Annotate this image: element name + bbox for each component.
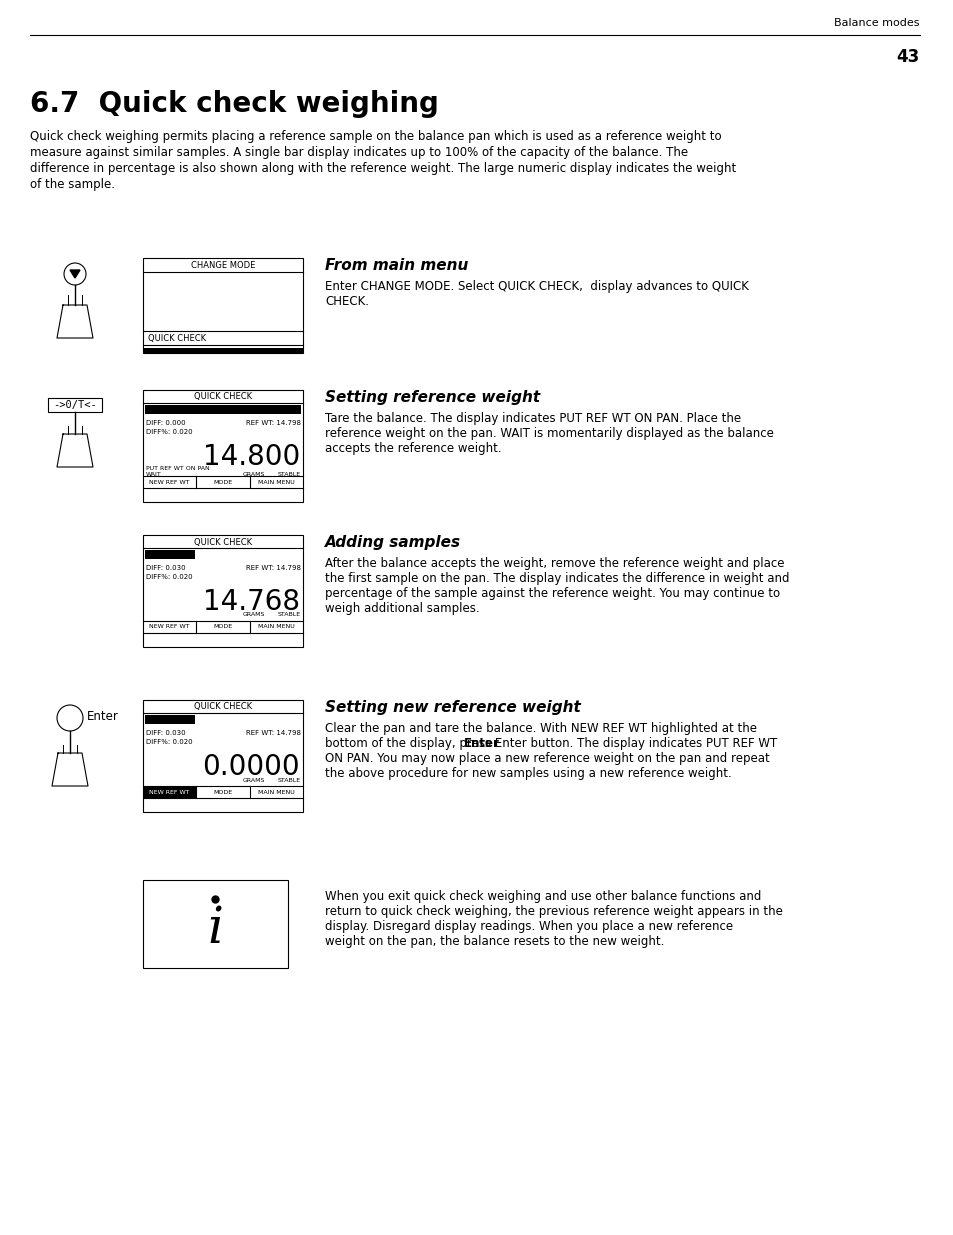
Text: STABLE: STABLE	[277, 778, 301, 783]
Text: of the sample.: of the sample.	[30, 178, 115, 191]
Text: i: i	[208, 904, 223, 953]
Bar	[143, 348, 303, 353]
Text: DIFF: 0.030: DIFF: 0.030	[146, 730, 186, 736]
Text: STABLE: STABLE	[277, 613, 301, 618]
Text: REF WT: 14.798: REF WT: 14.798	[246, 420, 301, 426]
Text: reference weight on the pan. WAIT is momentarily displayed as the balance: reference weight on the pan. WAIT is mom…	[325, 427, 773, 440]
Text: CHANGE MODE: CHANGE MODE	[191, 261, 254, 269]
Text: Quick check weighing permits placing a reference sample on the balance pan which: Quick check weighing permits placing a r…	[30, 130, 720, 143]
Text: weight on the pan, the balance resets to the new weight.: weight on the pan, the balance resets to…	[325, 935, 663, 948]
Text: GRAMS: GRAMS	[242, 473, 264, 478]
Text: When you exit quick check weighing and use other balance functions and: When you exit quick check weighing and u…	[325, 890, 760, 903]
Text: 43: 43	[896, 48, 919, 65]
Text: 0.0000: 0.0000	[202, 753, 299, 781]
Bar	[143, 785, 196, 798]
Text: the first sample on the pan. The display indicates the difference in weight and: the first sample on the pan. The display…	[325, 572, 789, 585]
Text: QUICK CHECK: QUICK CHECK	[193, 703, 252, 711]
Bar	[143, 700, 303, 811]
Text: DIFF: 0.030: DIFF: 0.030	[146, 564, 186, 571]
Text: NEW REF WT: NEW REF WT	[150, 625, 190, 630]
FancyBboxPatch shape	[48, 398, 102, 412]
Text: GRAMS: GRAMS	[242, 613, 264, 618]
Bar	[145, 550, 194, 559]
Bar	[145, 715, 194, 724]
Text: GRAMS: GRAMS	[242, 778, 264, 783]
Bar	[143, 535, 303, 647]
Text: ->0/T<-: ->0/T<-	[53, 400, 97, 410]
Polygon shape	[70, 270, 80, 278]
Text: ON PAN. You may now place a new reference weight on the pan and repeat: ON PAN. You may now place a new referenc…	[325, 752, 769, 764]
Bar	[145, 405, 301, 414]
Bar	[143, 258, 303, 353]
Text: Clear the pan and tare the balance. With NEW REF WT highlighted at the: Clear the pan and tare the balance. With…	[325, 722, 757, 735]
Text: STABLE: STABLE	[277, 473, 301, 478]
Text: DIFF%: 0.020: DIFF%: 0.020	[146, 739, 193, 745]
Text: Setting new reference weight: Setting new reference weight	[325, 700, 580, 715]
Text: weigh additional samples.: weigh additional samples.	[325, 601, 479, 615]
Text: bottom of the display, press Enter button. The display indicates PUT REF WT: bottom of the display, press Enter butto…	[325, 737, 777, 750]
Text: REF WT: 14.798: REF WT: 14.798	[246, 730, 301, 736]
Text: Tare the balance. The display indicates PUT REF WT ON PAN. Place the: Tare the balance. The display indicates …	[325, 412, 740, 425]
Text: difference in percentage is also shown along with the reference weight. The larg: difference in percentage is also shown a…	[30, 162, 736, 175]
Text: After the balance accepts the weight, remove the reference weight and place: After the balance accepts the weight, re…	[325, 557, 783, 571]
Text: WAIT: WAIT	[146, 473, 162, 478]
Text: percentage of the sample against the reference weight. You may continue to: percentage of the sample against the ref…	[325, 587, 780, 600]
Text: NEW REF WT: NEW REF WT	[150, 789, 190, 794]
Text: MAIN MENU: MAIN MENU	[257, 625, 294, 630]
Text: Enter CHANGE MODE. Select QUICK CHECK,  display advances to QUICK: Enter CHANGE MODE. Select QUICK CHECK, d…	[325, 280, 748, 293]
Text: Setting reference weight: Setting reference weight	[325, 390, 539, 405]
Text: CHECK.: CHECK.	[325, 295, 369, 308]
Text: NEW REF WT: NEW REF WT	[150, 479, 190, 484]
Text: 6.7  Quick check weighing: 6.7 Quick check weighing	[30, 90, 438, 119]
Text: QUICK CHECK: QUICK CHECK	[193, 537, 252, 547]
Text: QUICK CHECK: QUICK CHECK	[148, 333, 206, 342]
Text: Enter: Enter	[463, 737, 499, 750]
Bar	[143, 881, 288, 968]
Text: Balance modes: Balance modes	[834, 19, 919, 28]
Text: accepts the reference weight.: accepts the reference weight.	[325, 442, 501, 454]
Text: Enter: Enter	[87, 710, 119, 724]
Text: REF WT: 14.798: REF WT: 14.798	[246, 564, 301, 571]
Text: DIFF%: 0.020: DIFF%: 0.020	[146, 574, 193, 580]
Text: the above procedure for new samples using a new reference weight.: the above procedure for new samples usin…	[325, 767, 731, 781]
Text: 14.800: 14.800	[203, 443, 299, 471]
Text: Adding samples: Adding samples	[325, 535, 460, 550]
Text: MAIN MENU: MAIN MENU	[257, 479, 294, 484]
Text: MODE: MODE	[213, 479, 233, 484]
Text: MODE: MODE	[213, 789, 233, 794]
Text: From main menu: From main menu	[325, 258, 468, 273]
Text: DIFF: 0.000: DIFF: 0.000	[146, 420, 186, 426]
Text: return to quick check weighing, the previous reference weight appears in the: return to quick check weighing, the prev…	[325, 905, 782, 918]
Text: QUICK CHECK: QUICK CHECK	[193, 393, 252, 401]
Text: PUT REF WT ON PAN: PUT REF WT ON PAN	[146, 466, 210, 471]
Text: display. Disregard display readings. When you place a new reference: display. Disregard display readings. Whe…	[325, 920, 732, 932]
Text: DIFF%: 0.020: DIFF%: 0.020	[146, 429, 193, 435]
Text: measure against similar samples. A single bar display indicates up to 100% of th: measure against similar samples. A singl…	[30, 146, 687, 159]
Bar	[143, 390, 303, 501]
Text: 14.768: 14.768	[203, 588, 299, 616]
Text: MAIN MENU: MAIN MENU	[257, 789, 294, 794]
Text: MODE: MODE	[213, 625, 233, 630]
